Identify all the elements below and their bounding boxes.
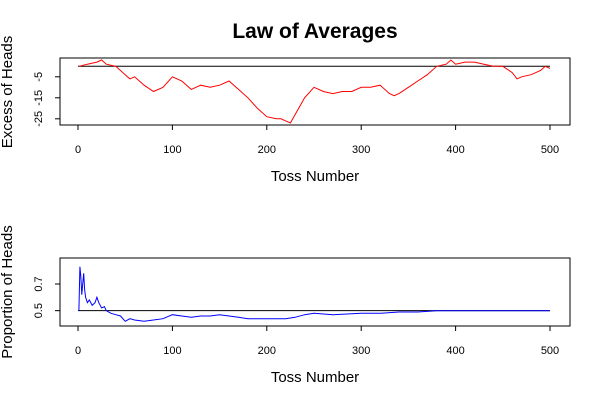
y-tick-label: -25: [33, 111, 45, 127]
proportion-heads-panel: 0 100 200 300 400 500 0.5 0.7 Toss Number Prop…: [0, 225, 571, 386]
x-tick-label: 0: [75, 345, 81, 357]
x-axis: 0 100 200 300 400 500: [75, 124, 559, 156]
y-tick-label: 0.7: [33, 276, 45, 291]
y-tick-label: -5: [33, 72, 45, 82]
excess-heads-panel: 0 100 200 300 400 500 -5 -15 -25 Toss Number Ex…: [0, 36, 571, 185]
excess-heads-line: [78, 59, 551, 124]
x-axis: 0 100 200 300 400 500: [75, 325, 559, 357]
x-axis-title: Toss Number: [271, 168, 359, 185]
x-tick-label: 200: [258, 345, 276, 357]
x-tick-label: 400: [446, 345, 464, 357]
x-tick-label: 0: [75, 144, 81, 156]
y-tick-label: -15: [33, 90, 45, 106]
y-axis-title: Excess of Heads: [0, 36, 16, 149]
y-tick-label: 0.5: [33, 303, 45, 318]
plot-frame: [59, 257, 571, 327]
x-axis-title: Toss Number: [271, 369, 359, 386]
plot-frame: [59, 57, 571, 126]
x-tick-label: 500: [541, 144, 559, 156]
proportion-heads-line: [78, 266, 550, 322]
y-axis: -5 -15 -25: [33, 72, 61, 127]
x-tick-label: 100: [163, 144, 181, 156]
x-tick-label: 100: [163, 345, 181, 357]
y-axis: 0.5 0.7: [33, 276, 61, 318]
x-tick-label: 400: [446, 144, 464, 156]
x-tick-label: 300: [352, 144, 370, 156]
x-tick-label: 500: [541, 345, 559, 357]
x-tick-label: 300: [352, 345, 370, 357]
main-title: Law of Averages: [232, 20, 397, 43]
y-axis-title: Proportion of Heads: [0, 225, 16, 358]
x-tick-label: 200: [258, 144, 276, 156]
